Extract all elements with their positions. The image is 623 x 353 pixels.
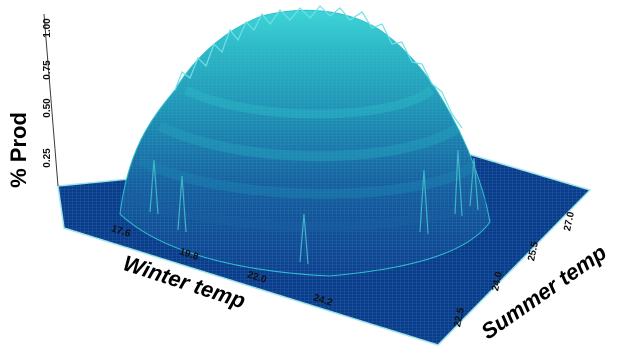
surface-dome-mesh: [120, 10, 490, 277]
z-axis-title: % Prod: [6, 112, 31, 188]
z-tick-label: 0.25: [42, 148, 53, 168]
z-axis-line: [43, 13, 59, 187]
y-tick-label: 24.0: [490, 270, 505, 292]
z-tick-label: 1.00: [42, 18, 53, 38]
z-tick-label: 0.50: [42, 98, 53, 118]
contour-band-3: [157, 121, 461, 162]
contour-band-2: [137, 155, 477, 199]
surface-spikes: [149, 149, 479, 265]
contour-band-1: [123, 187, 487, 232]
contour-band-4: [183, 85, 435, 119]
surface-ridge: [174, 5, 463, 129]
y-tick-label: 22.5: [452, 306, 467, 328]
y-tick-label: 25.5: [526, 240, 541, 262]
z-tick-labels: 0.25 0.50 0.75 1.00: [42, 18, 53, 168]
y-tick-labels: 22.5 24.0 25.5 27.0: [452, 210, 577, 328]
z-tick-label: 0.75: [42, 60, 53, 80]
y-tick-label: 27.0: [562, 210, 577, 232]
